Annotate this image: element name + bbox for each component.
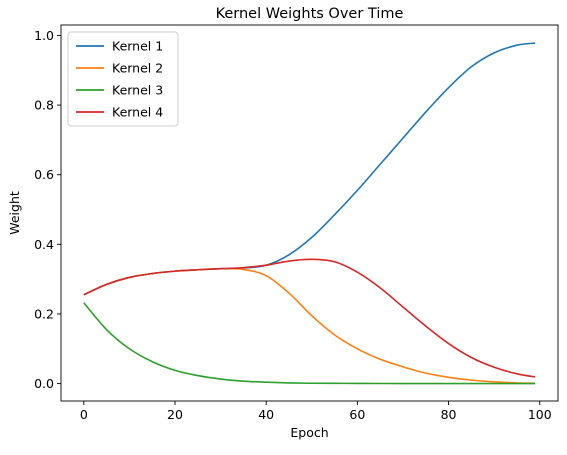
legend-entry: Kernel 2 (112, 61, 163, 76)
legend-entry: Kernel 1 (112, 39, 163, 54)
series-line-4 (83, 258, 536, 378)
plot-frame (60, 24, 559, 402)
series-line-3 (83, 302, 536, 385)
x-axis: 0 20 40 60 80 100 (80, 401, 552, 422)
y-tick-label: 0.0 (34, 376, 54, 391)
legend-box (67, 31, 179, 127)
x-tick-label: 80 (441, 407, 457, 422)
plot-area (60, 24, 559, 402)
x-tick-label: 40 (258, 407, 274, 422)
y-tick-label: 0.6 (34, 167, 54, 182)
legend-entry: Kernel 3 (112, 83, 163, 98)
y-tick-label: 0.2 (34, 306, 54, 321)
legend-entry: Kernel 4 (112, 105, 163, 120)
legend: Kernel 1 Kernel 2 Kernel 3 Kernel 4 (67, 31, 179, 127)
chart-title: Kernel Weights Over Time (216, 6, 404, 22)
series-line-2 (83, 267, 536, 385)
x-axis-label: Epoch (290, 425, 328, 440)
x-tick-label: 60 (349, 407, 365, 422)
x-tick-label: 0 (80, 407, 88, 422)
x-tick-label: 100 (528, 407, 552, 422)
y-tick-label: 0.8 (34, 98, 54, 113)
y-axis-label: Weight (7, 191, 22, 235)
y-tick-label: 1.0 (34, 28, 54, 43)
x-tick-label: 20 (167, 407, 183, 422)
y-tick-label: 0.4 (34, 237, 54, 252)
y-axis: 0.0 0.2 0.4 0.6 0.8 1.0 (34, 28, 61, 391)
